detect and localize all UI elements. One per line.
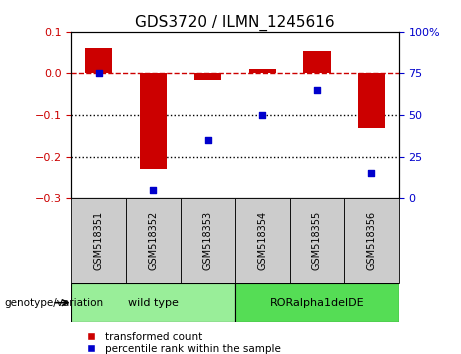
- Title: GDS3720 / ILMN_1245616: GDS3720 / ILMN_1245616: [135, 14, 335, 30]
- Bar: [344, 198, 399, 283]
- Text: wild type: wild type: [128, 298, 179, 308]
- Legend: transformed count, percentile rank within the sample: transformed count, percentile rank withi…: [77, 327, 285, 354]
- Text: GSM518352: GSM518352: [148, 211, 158, 270]
- Bar: [235, 283, 399, 322]
- Bar: [181, 198, 235, 283]
- Bar: [235, 198, 290, 283]
- Text: GSM518353: GSM518353: [203, 211, 213, 270]
- Bar: [71, 283, 235, 322]
- Point: [95, 71, 102, 76]
- Bar: [71, 198, 126, 283]
- Point: [204, 137, 212, 143]
- Text: RORalpha1delDE: RORalpha1delDE: [270, 298, 364, 308]
- Text: GSM518354: GSM518354: [257, 211, 267, 270]
- Point: [149, 187, 157, 193]
- Text: GSM518356: GSM518356: [366, 211, 377, 270]
- Text: GSM518355: GSM518355: [312, 211, 322, 270]
- Bar: [140, 74, 167, 169]
- Point: [259, 112, 266, 118]
- Bar: [85, 48, 112, 74]
- Bar: [358, 74, 385, 127]
- Bar: [303, 51, 331, 74]
- Point: [368, 171, 375, 176]
- Bar: [194, 74, 221, 80]
- Text: GSM518351: GSM518351: [94, 211, 104, 270]
- Text: genotype/variation: genotype/variation: [5, 298, 104, 308]
- Bar: [126, 198, 181, 283]
- Bar: [249, 69, 276, 74]
- Bar: [290, 198, 344, 283]
- Point: [313, 87, 321, 93]
